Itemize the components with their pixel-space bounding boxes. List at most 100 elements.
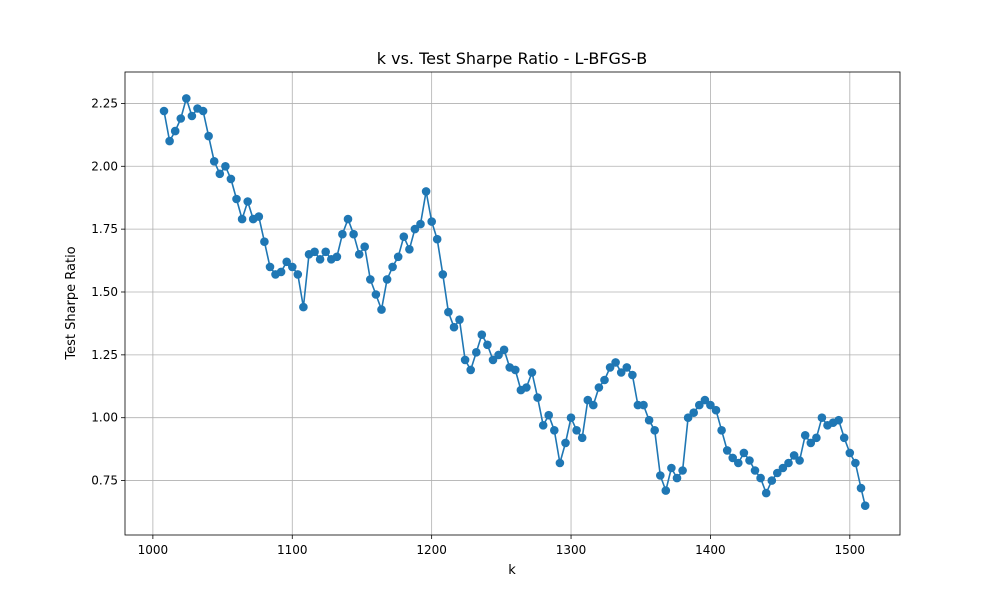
data-point — [399, 232, 409, 241]
data-point — [427, 217, 437, 226]
data-point — [366, 275, 375, 284]
data-point — [845, 448, 855, 458]
data-point — [215, 169, 225, 179]
y-tick-label: 1.00 — [91, 411, 118, 425]
data-point — [695, 400, 704, 410]
y-axis-ticks: 0.75 1.00 1.25 1.50 1.75 2.00 2.25 — [91, 96, 125, 488]
data-point — [338, 229, 347, 239]
data-point — [834, 415, 843, 425]
data-point — [421, 187, 431, 196]
data-point — [449, 322, 459, 332]
data-point — [722, 446, 732, 455]
data-point — [444, 307, 453, 317]
data-point — [159, 106, 169, 116]
x-tick-label: 1000 — [138, 543, 169, 557]
data-point — [488, 355, 498, 365]
data-point — [393, 252, 403, 262]
data-point — [577, 433, 587, 443]
data-point — [800, 431, 810, 440]
data-point — [761, 488, 771, 498]
data-point — [499, 345, 509, 355]
data-point — [566, 413, 576, 423]
x-axis-ticks: 1000 1100 1200 1300 1400 1500 — [138, 535, 865, 557]
y-axis-label: Test Sharpe Ratio — [64, 246, 79, 360]
data-point — [226, 174, 236, 184]
data-point — [611, 358, 620, 367]
data-point — [616, 368, 626, 377]
x-tick-label: 1300 — [556, 543, 587, 557]
data-point — [237, 214, 247, 224]
data-point — [438, 270, 448, 279]
data-point — [349, 229, 358, 239]
data-point — [622, 363, 632, 372]
data-point — [293, 270, 303, 279]
data-point — [639, 400, 648, 410]
data-point — [332, 252, 342, 262]
data-point — [165, 136, 174, 146]
data-point — [204, 131, 213, 141]
data-point — [784, 458, 793, 468]
data-point — [689, 408, 698, 418]
data-point — [182, 94, 191, 103]
data-point — [628, 370, 637, 380]
y-tick-label: 0.75 — [91, 474, 118, 488]
data-point — [856, 483, 866, 493]
data-point — [176, 114, 186, 123]
data-point — [187, 111, 197, 121]
data-point — [371, 290, 381, 299]
data-point — [594, 383, 604, 392]
data-point — [533, 393, 542, 402]
data-series — [159, 94, 870, 511]
data-point — [839, 433, 849, 443]
data-point — [265, 262, 275, 272]
data-point — [644, 415, 654, 425]
data-point — [360, 242, 370, 251]
data-point — [734, 458, 743, 468]
data-point — [661, 486, 671, 495]
data-point — [756, 473, 765, 483]
data-point — [767, 476, 777, 485]
data-point — [416, 219, 425, 229]
data-point — [288, 262, 297, 272]
data-point — [728, 453, 737, 463]
x-tick-label: 1500 — [835, 543, 866, 557]
data-point — [555, 458, 565, 468]
data-point — [583, 395, 593, 405]
data-point — [511, 365, 520, 375]
data-point — [667, 463, 676, 473]
data-point — [678, 466, 687, 475]
data-point — [683, 413, 693, 423]
data-point — [817, 413, 827, 423]
data-point — [382, 275, 392, 284]
data-point — [717, 426, 726, 435]
data-point — [299, 302, 308, 312]
data-point — [773, 468, 782, 478]
data-point — [405, 245, 414, 254]
data-point — [600, 375, 609, 385]
data-point — [209, 157, 219, 166]
data-point — [650, 426, 659, 435]
data-point — [232, 194, 241, 204]
data-point — [410, 224, 420, 234]
data-point — [750, 466, 760, 475]
data-point — [711, 405, 721, 415]
axes-frame — [124, 71, 901, 536]
y-tick-label: 2.00 — [91, 159, 118, 173]
data-point — [812, 433, 821, 443]
data-point — [538, 421, 548, 430]
data-point — [561, 438, 570, 448]
chart-title: k vs. Test Sharpe Ratio - L-BFGS-B — [377, 49, 647, 68]
data-point — [354, 250, 364, 259]
data-point — [789, 451, 799, 460]
data-point — [483, 340, 492, 350]
x-tick-label: 1200 — [416, 543, 447, 557]
data-point — [527, 368, 537, 377]
data-point — [243, 197, 252, 206]
y-tick-label: 2.25 — [91, 96, 118, 110]
data-point — [605, 363, 615, 372]
data-point — [221, 162, 230, 171]
data-point — [321, 247, 331, 257]
data-point — [466, 365, 476, 375]
